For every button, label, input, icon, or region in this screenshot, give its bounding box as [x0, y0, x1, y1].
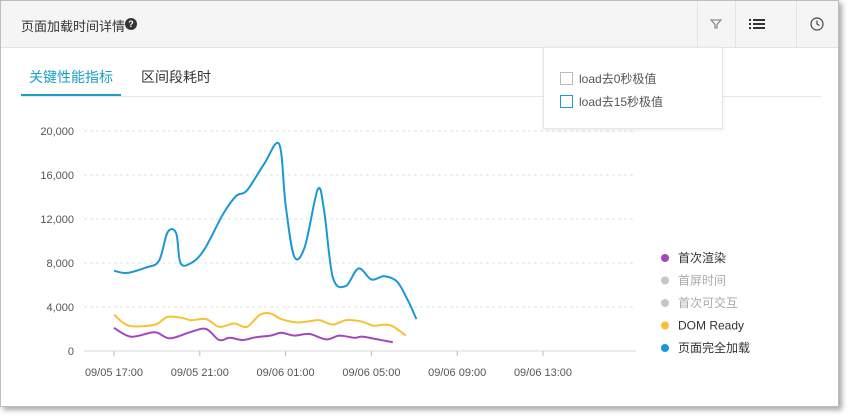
- y-tick-label: 16,000: [40, 170, 74, 182]
- divider: [697, 1, 698, 47]
- tab-interval-duration[interactable]: 区间段耗时: [141, 69, 211, 85]
- x-tick-label: 09/05 21:00: [171, 367, 229, 379]
- checkbox[interactable]: [560, 94, 573, 108]
- x-tick-label: 09/05 17:00: [85, 367, 143, 379]
- y-tick-label: 0: [68, 346, 74, 358]
- x-tick-label: 09/06 09:00: [428, 367, 486, 379]
- legend-marker[interactable]: [661, 299, 669, 307]
- clock-icon: [810, 17, 824, 31]
- legend-label[interactable]: DOM Ready: [678, 319, 744, 333]
- filter-option-remove-0s[interactable]: load去0秒极值: [560, 70, 656, 86]
- list-icon: [749, 19, 765, 29]
- tab-bar: 关键性能指标 区间段耗时: [21, 61, 821, 97]
- x-tick-label: 09/06 05:00: [342, 367, 400, 379]
- active-tab-indicator: [21, 94, 121, 96]
- series-line: [113, 327, 393, 344]
- filter-dropdown: load去0秒极值 load去15秒极值: [543, 47, 723, 129]
- y-tick-label: 20,000: [40, 126, 74, 138]
- filter-icon: [710, 19, 722, 29]
- filter-button[interactable]: [698, 1, 734, 47]
- series-line: [113, 141, 418, 320]
- legend-marker[interactable]: [661, 254, 669, 262]
- series-line: [113, 312, 407, 337]
- legend-marker[interactable]: [661, 344, 669, 352]
- time-range-button[interactable]: [799, 1, 835, 47]
- filter-option-label: load去15秒极值: [579, 94, 664, 109]
- list-button[interactable]: [739, 1, 775, 47]
- legend-marker[interactable]: [661, 321, 669, 330]
- tab-key-metrics[interactable]: 关键性能指标: [29, 69, 113, 85]
- legend-marker[interactable]: [661, 276, 669, 285]
- divider: [735, 1, 736, 47]
- checkbox[interactable]: [560, 71, 573, 85]
- divider: [796, 1, 797, 47]
- legend-label[interactable]: 页面完全加载: [678, 340, 750, 355]
- question-circle-icon[interactable]: ?: [125, 18, 137, 30]
- legend-label[interactable]: 首次可交互: [678, 295, 738, 310]
- y-tick-label: 8,000: [46, 258, 74, 270]
- panel-header: 页面加载时间详情 ?: [1, 1, 838, 48]
- y-tick-label: 12,000: [40, 214, 74, 226]
- panel: 页面加载时间详情 ? 关键性能指标 区间段耗时 0 4,0: [0, 0, 839, 407]
- y-tick-label: 4,000: [46, 302, 74, 314]
- line-chart: 0 4,000 8,000 12,000 16,000 20,000 09/05 17:00…: [40, 126, 750, 379]
- filter-option-remove-15s[interactable]: load去15秒极值: [560, 93, 663, 109]
- panel-title: 页面加载时间详情: [21, 19, 126, 34]
- legend-label[interactable]: 首屏时间: [678, 274, 726, 288]
- legend-label[interactable]: 首次渲染: [678, 250, 726, 265]
- filter-option-label: load去0秒极值: [579, 71, 657, 86]
- x-tick-label: 09/06 13:00: [514, 367, 572, 379]
- x-tick-label: 09/06 01:00: [257, 367, 315, 379]
